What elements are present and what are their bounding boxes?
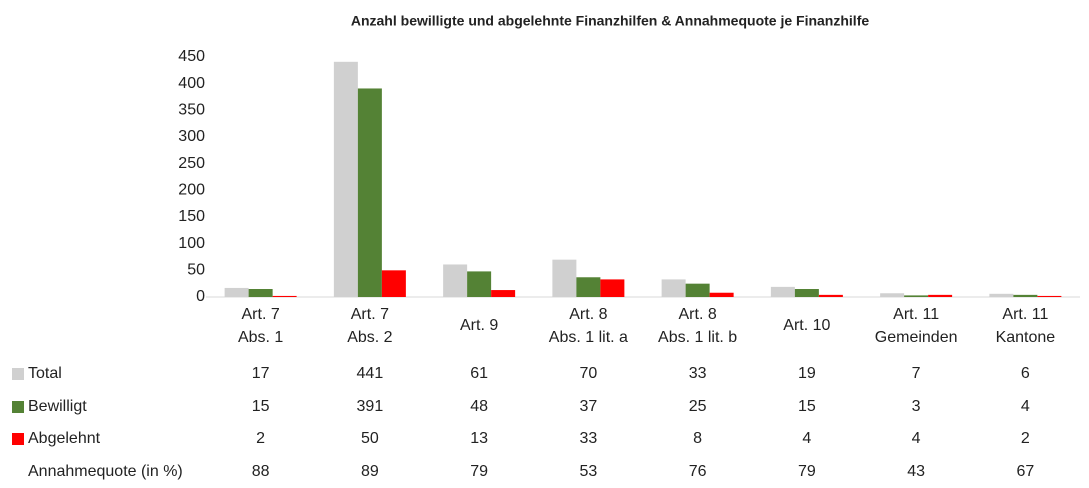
table-value: 2 xyxy=(1021,430,1030,447)
table-value: 50 xyxy=(361,430,379,447)
table-value: 79 xyxy=(798,463,816,480)
bar xyxy=(770,286,795,297)
bar xyxy=(357,88,382,297)
legend-swatch xyxy=(12,401,24,413)
bar xyxy=(1013,294,1038,297)
y-tick-label: 150 xyxy=(178,208,205,225)
y-tick-label: 50 xyxy=(187,262,205,279)
table-value: 7 xyxy=(912,365,921,382)
bar xyxy=(576,277,601,297)
table-value: 2 xyxy=(256,430,265,447)
y-tick-label: 200 xyxy=(178,182,205,199)
y-tick-label: 100 xyxy=(178,235,205,252)
y-tick-label: 400 xyxy=(178,75,205,92)
bar xyxy=(491,290,516,297)
table-value: 441 xyxy=(357,365,384,382)
legend-swatch xyxy=(12,433,24,445)
bar xyxy=(600,279,625,297)
bar xyxy=(709,292,734,297)
y-tick-label: 350 xyxy=(178,102,205,119)
table-value: 4 xyxy=(1021,398,1030,415)
bar xyxy=(248,289,273,297)
bar xyxy=(224,287,249,297)
legend-label: Bewilligt xyxy=(28,398,87,415)
table-value: 19 xyxy=(798,365,816,382)
x-tick-label: Art. 7 Abs. 1 xyxy=(237,306,284,346)
table-value: 391 xyxy=(357,398,384,415)
legend-label: Total xyxy=(28,365,62,382)
x-tick-label: Art. 10 xyxy=(783,317,831,334)
x-tick-label: Art. 11 Gemeinden xyxy=(874,306,958,346)
x-tick-label: Art. 7 Abs. 2 xyxy=(347,306,393,346)
bar xyxy=(904,295,929,297)
table-value: 88 xyxy=(252,463,270,480)
table-row-label: Annahmequote (in %) xyxy=(28,463,183,480)
y-tick-label: 300 xyxy=(178,128,205,145)
table-value: 37 xyxy=(579,398,597,415)
table-value: 4 xyxy=(802,430,811,447)
x-tick-label: Art. 8 Abs. 1 lit. a xyxy=(548,306,628,346)
table-value: 53 xyxy=(579,463,597,480)
bar xyxy=(381,270,406,297)
bar xyxy=(928,294,953,297)
table-value: 17 xyxy=(252,365,270,382)
table-value: 76 xyxy=(689,463,707,480)
legend-swatch xyxy=(12,368,24,380)
table-value: 48 xyxy=(470,398,488,415)
table-value: 8 xyxy=(693,430,702,447)
bar xyxy=(989,293,1014,297)
table-value: 33 xyxy=(689,365,707,382)
legend-label: Abgelehnt xyxy=(28,430,101,447)
table-value: 89 xyxy=(361,463,379,480)
table-value: 70 xyxy=(579,365,597,382)
bar xyxy=(272,295,297,297)
table-value: 67 xyxy=(1016,463,1034,480)
chart-title: Anzahl bewilligte und abgelehnte Finanzh… xyxy=(351,13,869,29)
table-value: 61 xyxy=(470,365,488,382)
x-tick-label: Art. 9 xyxy=(460,317,499,334)
bar xyxy=(333,61,358,297)
y-tick-label: 250 xyxy=(178,155,205,172)
bar xyxy=(552,259,577,297)
table-value: 3 xyxy=(912,398,921,415)
bar xyxy=(661,279,686,297)
bar xyxy=(467,271,492,297)
table-value: 25 xyxy=(689,398,707,415)
bar xyxy=(685,283,710,297)
x-tick-label: Art. 11 Kantone xyxy=(995,306,1056,346)
x-tick-label: Art. 8 Abs. 1 lit. b xyxy=(658,306,738,346)
bar xyxy=(794,289,819,297)
bar xyxy=(1037,295,1062,297)
table-value: 43 xyxy=(907,463,925,480)
table-value: 33 xyxy=(579,430,597,447)
table-value: 15 xyxy=(798,398,816,415)
table-value: 13 xyxy=(470,430,488,447)
y-tick-label: 450 xyxy=(178,48,205,65)
table-value: 15 xyxy=(252,398,270,415)
y-tick-label: 0 xyxy=(196,288,205,305)
table-value: 4 xyxy=(912,430,921,447)
table-value: 6 xyxy=(1021,365,1030,382)
bar xyxy=(818,294,843,297)
table-value: 79 xyxy=(470,463,488,480)
bar xyxy=(443,264,468,297)
bar xyxy=(880,293,905,297)
